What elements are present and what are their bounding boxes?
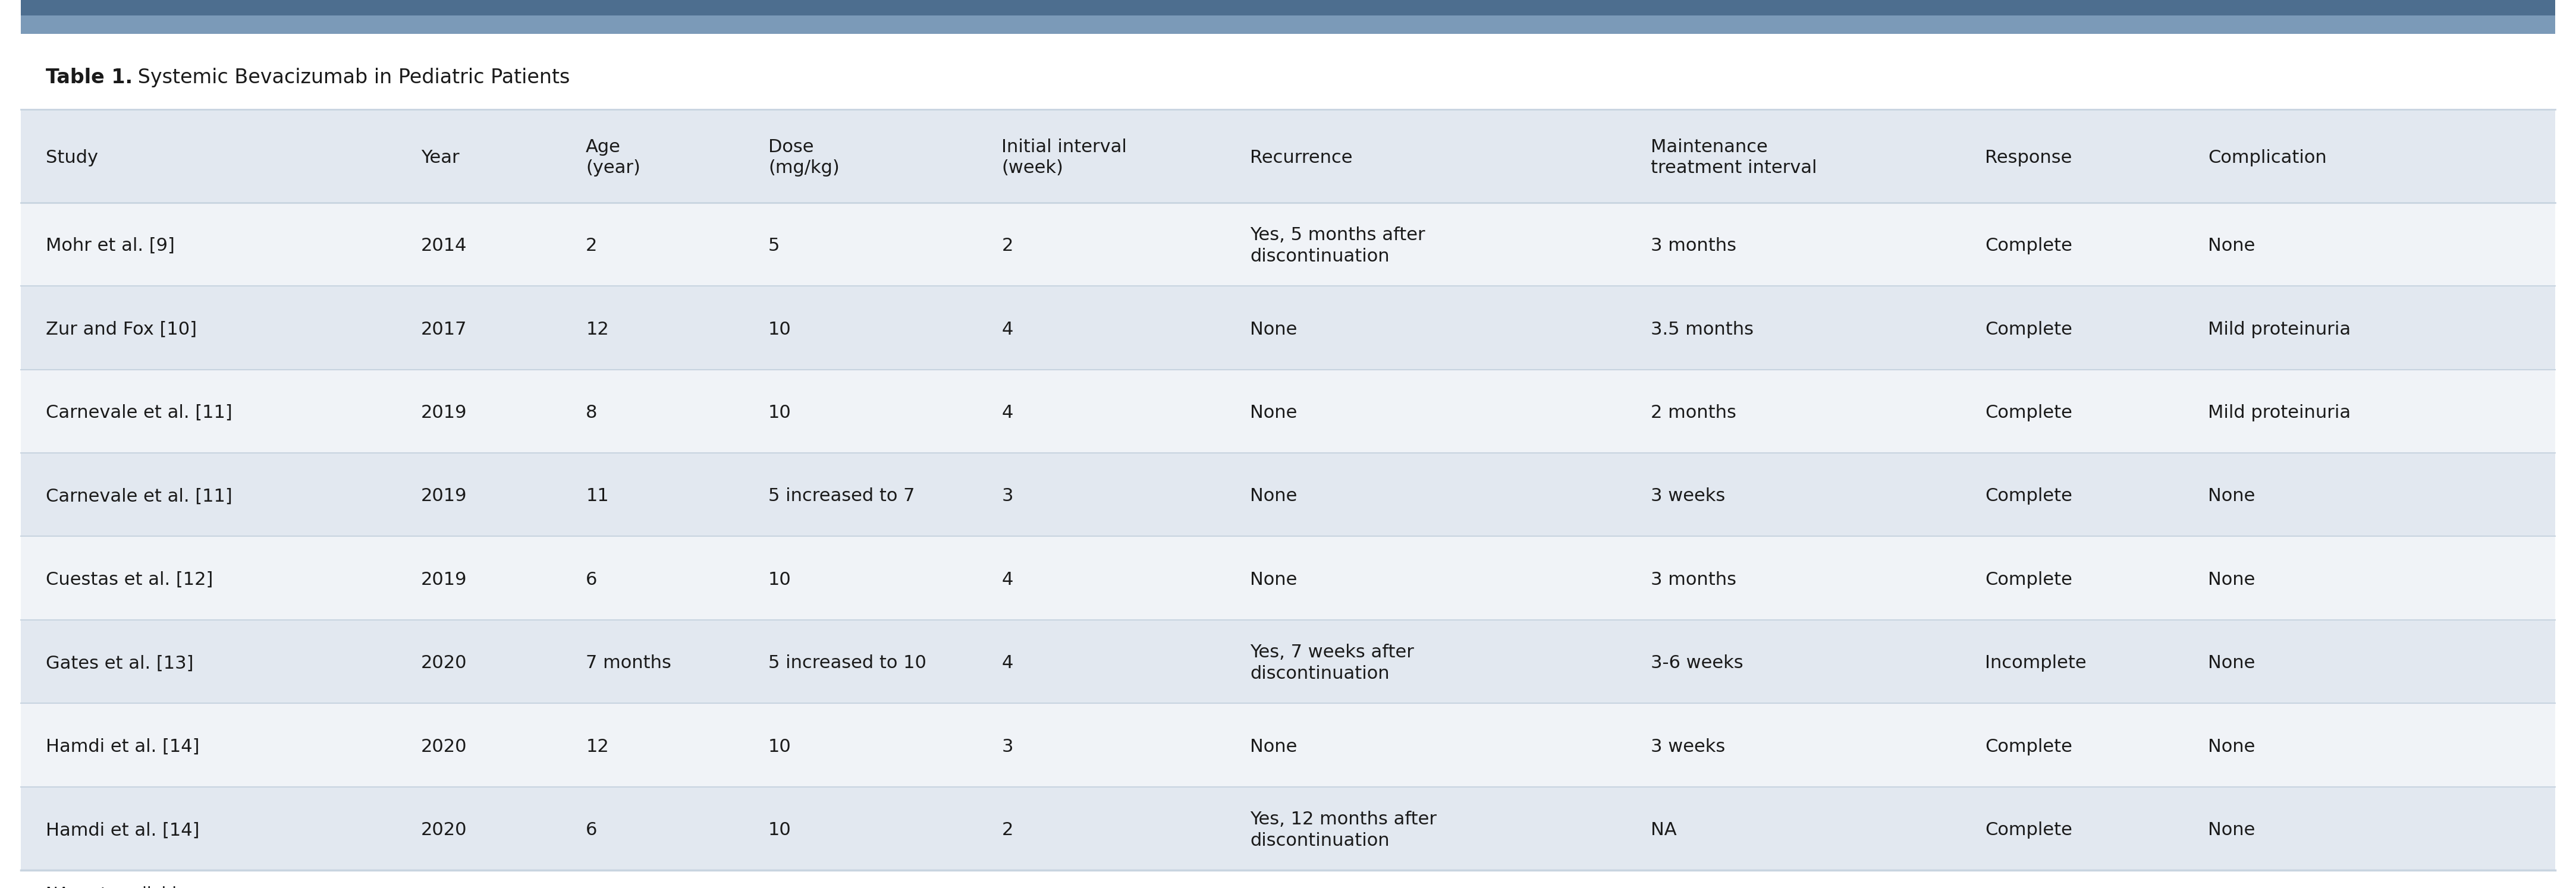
Text: 2: 2 xyxy=(1002,237,1012,255)
Text: Year: Year xyxy=(420,149,459,166)
Text: 4: 4 xyxy=(1002,571,1012,589)
Text: Complete: Complete xyxy=(1986,404,2074,422)
Text: 3-6 weeks: 3-6 weeks xyxy=(1651,654,1744,672)
Text: 4: 4 xyxy=(1002,321,1012,338)
Bar xyxy=(21,109,2555,202)
Text: None: None xyxy=(2208,488,2257,505)
Text: None: None xyxy=(1249,404,1298,422)
Text: 4: 4 xyxy=(1002,404,1012,422)
Text: None: None xyxy=(2208,821,2257,839)
Text: NA: NA xyxy=(1651,821,1677,839)
Text: Carnevale et al. [11]: Carnevale et al. [11] xyxy=(46,488,232,505)
Text: Hamdi et al. [14]: Hamdi et al. [14] xyxy=(46,821,201,839)
Text: 10: 10 xyxy=(768,404,791,422)
Text: 8: 8 xyxy=(585,404,598,422)
Bar xyxy=(21,369,2555,453)
Text: Cuestas et al. [12]: Cuestas et al. [12] xyxy=(46,571,214,589)
Text: 2019: 2019 xyxy=(420,488,466,505)
Text: 7 months: 7 months xyxy=(585,654,672,672)
Text: Response: Response xyxy=(1986,149,2071,166)
Bar xyxy=(21,453,2555,536)
Text: Zur and Fox [10]: Zur and Fox [10] xyxy=(46,321,196,338)
Text: 12: 12 xyxy=(585,321,608,338)
Text: None: None xyxy=(1249,571,1298,589)
Bar xyxy=(21,15,2555,34)
Text: 6: 6 xyxy=(585,821,598,839)
Text: Initial interval
(week): Initial interval (week) xyxy=(1002,139,1126,177)
Text: 5 increased to 10: 5 increased to 10 xyxy=(768,654,927,672)
Text: 3 weeks: 3 weeks xyxy=(1651,488,1726,505)
Text: None: None xyxy=(2208,738,2257,756)
Text: 6: 6 xyxy=(585,571,598,589)
Text: 3: 3 xyxy=(1002,488,1012,505)
Text: 10: 10 xyxy=(768,738,791,756)
Text: None: None xyxy=(2208,571,2257,589)
Text: Recurrence: Recurrence xyxy=(1249,149,1352,166)
Text: 2014: 2014 xyxy=(420,237,466,255)
Text: Carnevale et al. [11]: Carnevale et al. [11] xyxy=(46,404,232,422)
Text: None: None xyxy=(2208,654,2257,672)
Bar xyxy=(21,703,2555,787)
Text: 2019: 2019 xyxy=(420,404,466,422)
Text: None: None xyxy=(1249,738,1298,756)
Text: Incomplete: Incomplete xyxy=(1986,654,2087,672)
Text: 2020: 2020 xyxy=(420,738,466,756)
Text: 5: 5 xyxy=(768,237,781,255)
Text: 2020: 2020 xyxy=(420,654,466,672)
Text: Mild proteinuria: Mild proteinuria xyxy=(2208,321,2352,338)
Text: 2020: 2020 xyxy=(420,821,466,839)
Bar xyxy=(21,620,2555,703)
Text: 3: 3 xyxy=(1002,738,1012,756)
Text: Mild proteinuria: Mild proteinuria xyxy=(2208,404,2352,422)
Text: Table 1.: Table 1. xyxy=(46,67,134,87)
Text: 2: 2 xyxy=(585,237,598,255)
Text: Mohr et al. [9]: Mohr et al. [9] xyxy=(46,237,175,255)
Text: 4: 4 xyxy=(1002,654,1012,672)
Bar xyxy=(21,34,2555,109)
Text: Complete: Complete xyxy=(1986,821,2074,839)
Text: Yes, 5 months after
discontinuation: Yes, 5 months after discontinuation xyxy=(1249,226,1425,266)
Text: 10: 10 xyxy=(768,821,791,839)
Text: Complete: Complete xyxy=(1986,321,2074,338)
Text: 3.5 months: 3.5 months xyxy=(1651,321,1754,338)
Text: None: None xyxy=(1249,488,1298,505)
Bar xyxy=(21,787,2555,870)
Text: 2017: 2017 xyxy=(420,321,466,338)
Text: Age
(year): Age (year) xyxy=(585,139,641,177)
Text: 10: 10 xyxy=(768,571,791,589)
Text: Dose
(mg/kg): Dose (mg/kg) xyxy=(768,139,840,177)
Bar xyxy=(21,286,2555,369)
Text: 3 months: 3 months xyxy=(1651,571,1736,589)
Text: 11: 11 xyxy=(585,488,608,505)
Text: Complete: Complete xyxy=(1986,738,2074,756)
Text: 10: 10 xyxy=(768,321,791,338)
Text: 2 months: 2 months xyxy=(1651,404,1736,422)
Bar xyxy=(21,536,2555,620)
Text: 3 weeks: 3 weeks xyxy=(1651,738,1726,756)
Text: NA, not available: NA, not available xyxy=(46,886,188,888)
Text: Maintenance
treatment interval: Maintenance treatment interval xyxy=(1651,139,1816,177)
Text: None: None xyxy=(2208,237,2257,255)
Text: None: None xyxy=(1249,321,1298,338)
Text: 2019: 2019 xyxy=(420,571,466,589)
Text: Complication: Complication xyxy=(2208,149,2326,166)
Text: Complete: Complete xyxy=(1986,237,2074,255)
Text: Complete: Complete xyxy=(1986,488,2074,505)
Text: 2: 2 xyxy=(1002,821,1012,839)
Text: 5 increased to 7: 5 increased to 7 xyxy=(768,488,914,505)
Text: Hamdi et al. [14]: Hamdi et al. [14] xyxy=(46,738,201,756)
Text: Yes, 12 months after
discontinuation: Yes, 12 months after discontinuation xyxy=(1249,811,1437,850)
Text: Gates et al. [13]: Gates et al. [13] xyxy=(46,654,193,672)
Text: Yes, 7 weeks after
discontinuation: Yes, 7 weeks after discontinuation xyxy=(1249,644,1414,683)
Text: Complete: Complete xyxy=(1986,571,2074,589)
Bar xyxy=(21,202,2555,286)
Bar xyxy=(21,0,2555,15)
Text: 12: 12 xyxy=(585,738,608,756)
Text: Study: Study xyxy=(46,149,98,166)
Text: 3 months: 3 months xyxy=(1651,237,1736,255)
Text: Systemic Bevacizumab in Pediatric Patients: Systemic Bevacizumab in Pediatric Patien… xyxy=(131,67,569,87)
